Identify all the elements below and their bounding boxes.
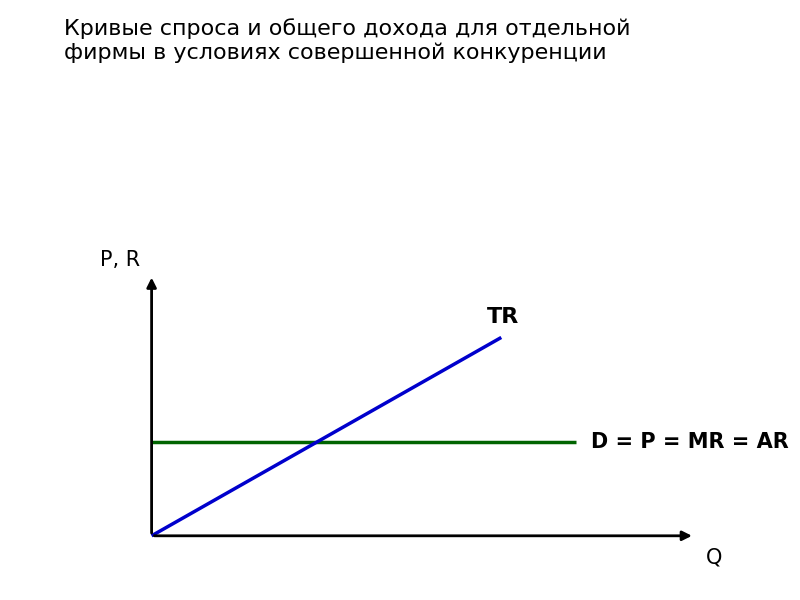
Text: Кривые спроса и общего дохода для отдельной
фирмы в условиях совершенной конкуре: Кривые спроса и общего дохода для отдель… [64, 18, 630, 62]
Text: Q: Q [706, 548, 722, 568]
Text: TR: TR [486, 307, 518, 327]
Text: P, R: P, R [100, 250, 141, 269]
Text: D = P = MR = AR: D = P = MR = AR [590, 432, 788, 452]
